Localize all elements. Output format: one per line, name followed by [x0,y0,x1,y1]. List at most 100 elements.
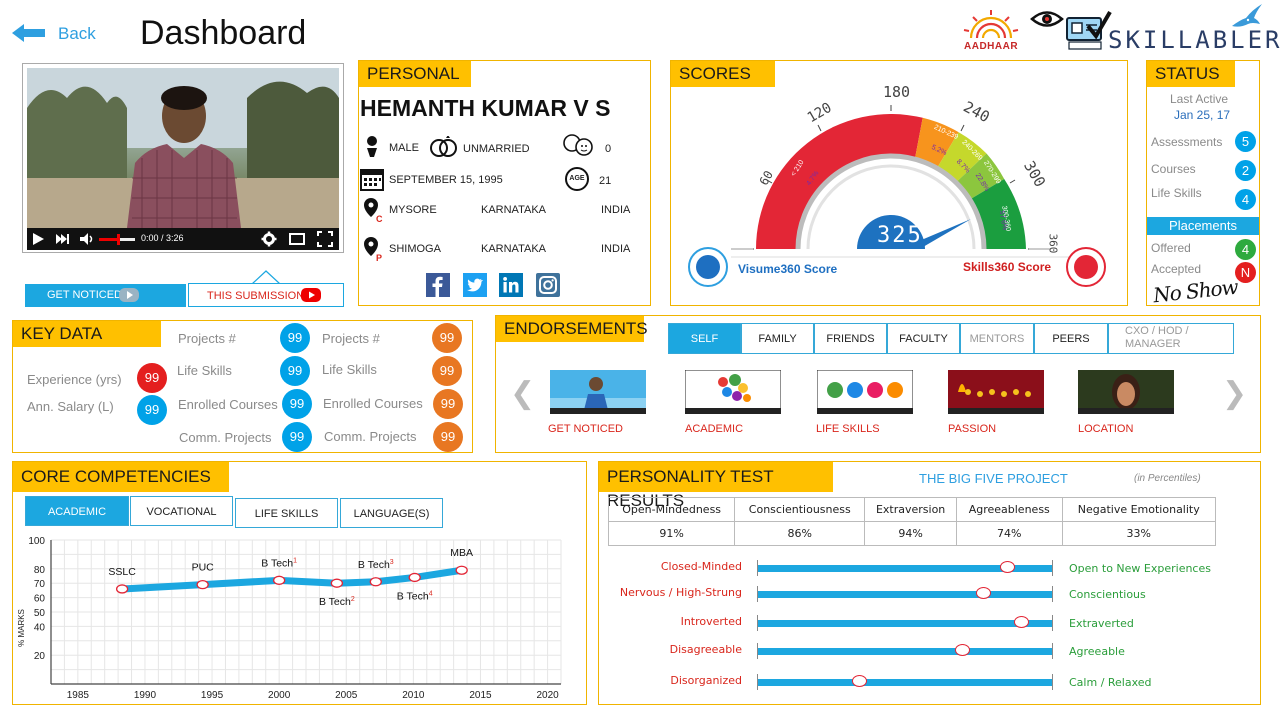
header-negative-emotionality: Negative Emotionality [1061,497,1216,522]
trait-slider-track [758,679,1052,686]
salary-label: Ann. Salary (L) [27,399,114,414]
x-tick-label: 2000 [268,690,291,701]
back-arrow-icon [12,24,45,42]
col2-lifeskills-value[interactable]: 99 [432,356,462,386]
trait-slider-knob[interactable] [1014,616,1030,628]
back-button[interactable]: Back [12,22,102,46]
linkedin-icon[interactable] [499,273,523,297]
col1-comm-value[interactable]: 99 [282,422,312,452]
volume-icon[interactable] [79,232,95,246]
endorsement-item-location[interactable]: LOCATION [1078,370,1178,435]
offered-count[interactable]: 4 [1235,239,1256,260]
volume-slider[interactable] [99,234,135,245]
tab-life-skills[interactable]: LIFE SKILLS [235,498,338,528]
scores-title: SCORES [671,61,775,87]
tab-vocational[interactable]: VOCATIONAL [130,496,233,526]
current-country: INDIA [601,204,631,216]
aadhaar-sun-icon [963,10,1019,39]
twitter-icon[interactable] [463,273,487,297]
visume-score-label[interactable]: Visume360 Score [738,262,838,276]
header-open-mindedness: Open-Mindedness [607,497,736,522]
courses-count[interactable]: 2 [1235,160,1256,181]
settings-gear-icon[interactable] [261,231,277,247]
assessments-count[interactable]: 5 [1235,131,1256,152]
life-skills-thumbnail [817,370,913,414]
youtube-icon [301,288,321,302]
fullscreen-icon[interactable] [317,231,333,247]
trait-slider-knob[interactable] [975,587,991,599]
location-caption: LOCATION [1078,423,1134,435]
trait-slider[interactable] [757,643,1053,659]
permanent-city: SHIMOGA [389,243,441,255]
trait-slider-knob[interactable] [999,561,1015,573]
trait-slider-knob[interactable] [955,644,971,656]
trait-row: Introverted Extraverted [599,615,1262,635]
get-noticed-thumbnail [550,370,646,414]
skills-score-label[interactable]: Skills360 Score [963,260,1052,274]
video-player[interactable]: 0:00 / 3:26 [27,68,339,250]
courses-label: Courses [1151,162,1196,176]
trait-slider-knob[interactable] [851,675,867,687]
col1-lifeskills-value[interactable]: 99 [280,356,310,386]
this-submission-button[interactable]: THIS SUBMISSION [188,283,344,307]
trait-slider[interactable] [757,560,1053,576]
trait-slider-track [758,648,1052,655]
col1-projects-value[interactable]: 99 [280,323,310,353]
col1-courses-value[interactable]: 99 [282,389,312,419]
col2-comm-value[interactable]: 99 [433,422,463,452]
y-tick-label: 70 [34,579,46,590]
this-submission-label: THIS SUBMISSION [207,290,305,302]
col2-courses-value[interactable]: 99 [433,389,463,419]
endorsement-item-get-noticed[interactable]: GET NOTICED [546,370,646,435]
get-noticed-button[interactable]: GET NOTICED [25,284,186,307]
endorsement-item-passion[interactable]: PASSION [948,370,1048,435]
tab-cxo-hod-manager[interactable]: CXO / HOD / MANAGER [1108,323,1234,354]
data-point [196,579,209,590]
play-icon[interactable] [31,232,45,246]
pointer-triangle [252,270,280,284]
accepted-status[interactable]: N [1235,262,1256,283]
data-point [330,578,344,588]
trait-slider[interactable] [757,674,1053,690]
x-tick-label: 2015 [469,690,492,701]
tab-friends[interactable]: FRIENDS [814,323,887,354]
col2-projects-value[interactable]: 99 [432,323,462,353]
trait-low-label: Disagreeable [669,643,742,656]
placements-header: Placements [1147,217,1259,235]
facebook-icon[interactable] [426,273,450,297]
value-conscientiousness: 86% [734,521,866,546]
salary-value[interactable]: 99 [137,395,167,425]
tab-self[interactable]: SELF [668,323,741,354]
tab-mentors[interactable]: MENTORS [960,323,1034,354]
trait-slider-track [758,620,1052,627]
big-five-subtitle: THE BIG FIVE PROJECT [919,471,1068,486]
value-agreeableness: 74% [956,521,1063,546]
theater-mode-icon[interactable] [289,232,305,246]
tab-family[interactable]: FAMILY [741,323,814,354]
experience-value[interactable]: 99 [137,363,167,393]
instagram-icon[interactable] [536,273,560,297]
tab-academic[interactable]: ACADEMIC [25,496,129,526]
video-controls: 0:00 / 3:26 [27,228,339,250]
experience-label: Experience (yrs) [27,372,122,387]
tab-peers[interactable]: PEERS [1034,323,1108,354]
endorsement-item-academic[interactable]: ACADEMIC [684,370,784,435]
play-circle-icon [119,288,139,302]
endorsement-item-life-skills[interactable]: LIFE SKILLS [816,370,916,435]
life-skills-count[interactable]: 4 [1235,189,1256,210]
header-extraversion: Extraversion [864,497,957,522]
trait-slider[interactable] [757,586,1053,602]
carousel-prev-icon[interactable]: ❮ [510,377,536,410]
tab-faculty[interactable]: FACULTY [887,323,960,354]
carousel-next-icon[interactable]: ❯ [1222,377,1248,410]
current-state: KARNATAKA [481,204,546,216]
value-open-mindedness: 91% [607,521,736,546]
data-point-label: PUC [192,562,215,574]
rings-icon [430,136,457,157]
trait-row: Disorganized Calm / Relaxed [599,674,1262,694]
trait-slider[interactable] [757,615,1053,631]
next-icon[interactable] [55,232,69,246]
gauge-tick-360: 360 [1046,233,1060,254]
verified-document-icon [1066,10,1112,50]
tab-languages[interactable]: LANGUAGE(S) [340,498,443,528]
